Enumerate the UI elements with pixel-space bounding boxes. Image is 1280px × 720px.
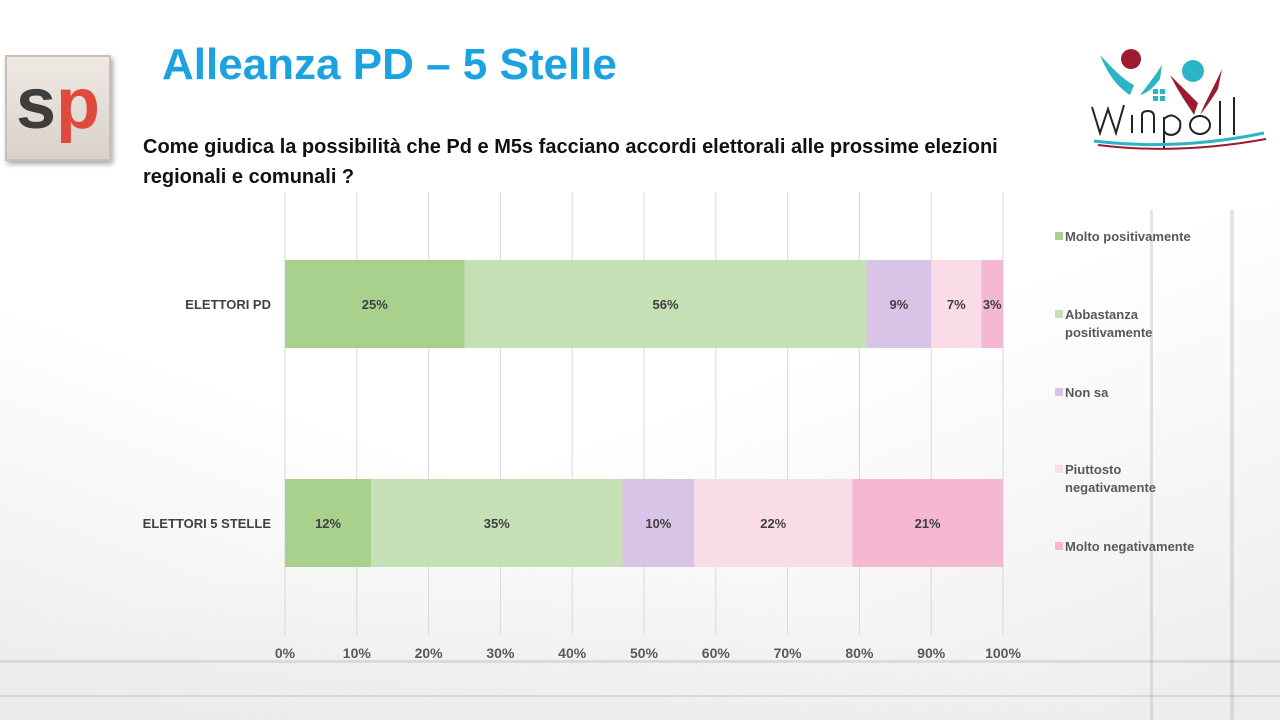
data-label: 7% <box>947 297 966 312</box>
bar-segment <box>694 479 853 567</box>
winpoll-logo <box>1091 49 1267 150</box>
x-tick-label: 0% <box>275 645 296 661</box>
background-line <box>0 695 1280 697</box>
logo-letter-p: p <box>56 64 101 144</box>
sp-logo: s p <box>5 55 111 161</box>
x-tick-label: 90% <box>917 645 946 661</box>
logo-letter-s: s <box>15 64 57 144</box>
bar-segment <box>464 260 867 348</box>
legend-swatch <box>1055 232 1063 240</box>
data-label: 3% <box>983 297 1002 312</box>
data-label: 10% <box>645 516 671 531</box>
data-label: 56% <box>653 297 679 312</box>
bar-segment <box>931 260 982 348</box>
legend-swatch <box>1055 542 1063 550</box>
x-tick-label: 70% <box>774 645 803 661</box>
background-line <box>1230 210 1234 720</box>
x-tick-label: 40% <box>558 645 587 661</box>
bar-segment <box>981 260 1003 348</box>
legend-swatch <box>1055 310 1063 318</box>
bar-segment <box>285 479 372 567</box>
data-label: 21% <box>915 516 941 531</box>
survey-question: Come giudica la possibilità che Pd e M5s… <box>143 136 998 188</box>
bar-segment <box>371 479 623 567</box>
legend-label: Non sa <box>1065 385 1109 400</box>
bar-segment <box>285 260 465 348</box>
x-tick-label: 30% <box>486 645 515 661</box>
legend-label: Piuttosto negativamente <box>1065 462 1157 495</box>
x-tick-label: 20% <box>415 645 444 661</box>
bar-segment <box>866 260 932 348</box>
legend-swatch <box>1055 465 1063 473</box>
bar-segment <box>622 479 695 567</box>
x-tick-label: 50% <box>630 645 659 661</box>
data-label: 12% <box>315 516 341 531</box>
x-tick-label: 80% <box>845 645 874 661</box>
bar-segment <box>852 479 1003 567</box>
category-label: ELETTORI 5 STELLE <box>143 516 272 531</box>
background-line <box>1150 210 1153 720</box>
legend-label: Abbastanza positivamente <box>1065 307 1153 340</box>
data-label: 9% <box>889 297 908 312</box>
legend-label: Molto positivamente <box>1065 229 1191 244</box>
legend-label: Molto negativamente <box>1065 539 1195 554</box>
category-label: ELETTORI PD <box>185 297 271 312</box>
data-label: 25% <box>362 297 388 312</box>
legend-swatch <box>1055 388 1063 396</box>
x-tick-label: 10% <box>343 645 372 661</box>
stacked-bar-chart: 0% 10% 20% 30% 40% 50% 60% 70% 80% 90% 100% ELETTOR… <box>143 192 1021 661</box>
data-label: 22% <box>760 516 786 531</box>
x-tick-label: 60% <box>702 645 731 661</box>
x-tick-label: 100% <box>985 645 1021 661</box>
data-label: 35% <box>484 516 510 531</box>
background-line <box>0 660 1280 663</box>
page-title: Alleanza PD – 5 Stelle <box>162 40 617 89</box>
header-panel <box>0 0 1275 210</box>
